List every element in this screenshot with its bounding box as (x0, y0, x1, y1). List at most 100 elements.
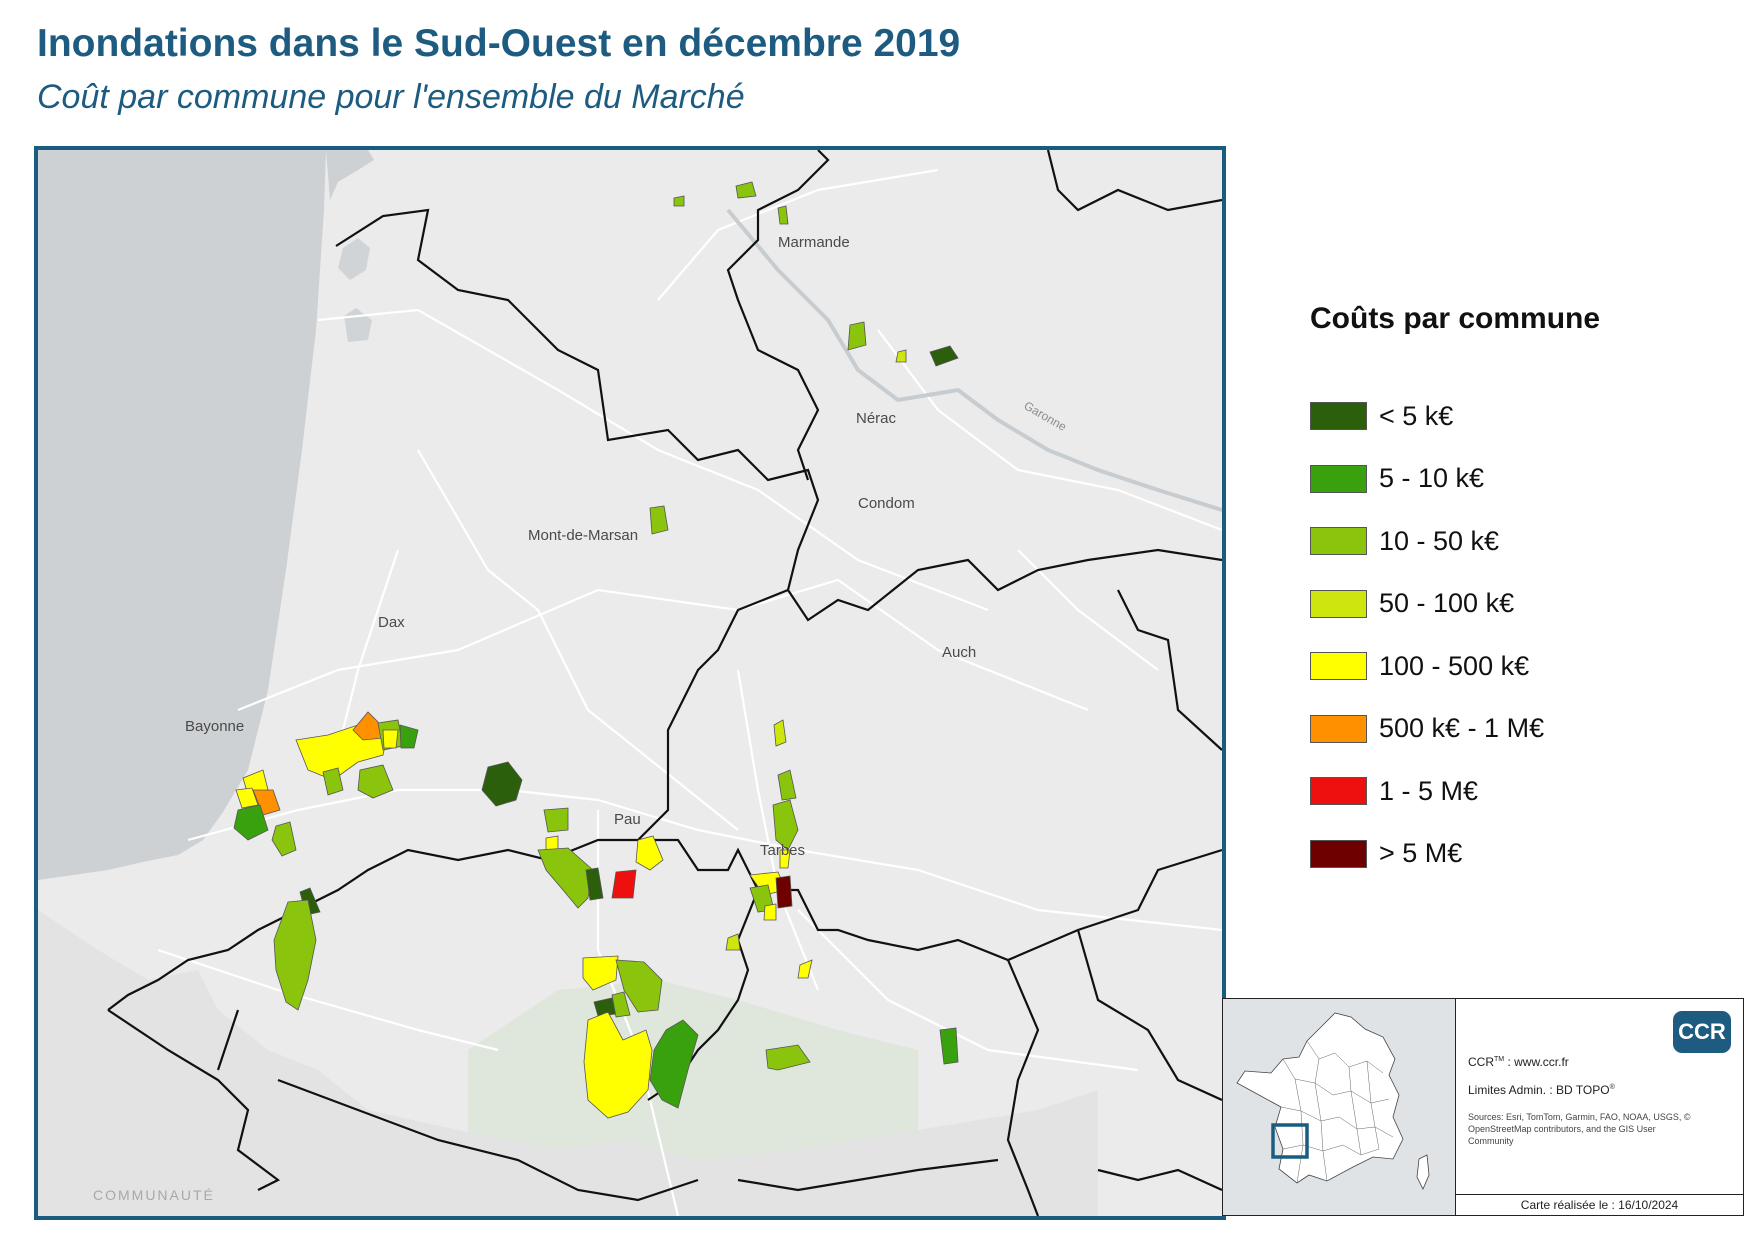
legend-label: 5 - 10 k€ (1379, 463, 1485, 494)
legend-label: 100 - 500 k€ (1379, 650, 1530, 681)
commune-poly (763, 903, 777, 921)
lake-1 (338, 238, 370, 280)
map-subtitle: Coût par commune pour l'ensemble du Marc… (37, 78, 745, 116)
france-departments (1280, 1040, 1394, 1184)
commune-poly (322, 767, 344, 796)
legend-swatch (1310, 652, 1367, 681)
legend-swatch (1310, 464, 1367, 493)
commune-poly (777, 205, 789, 225)
commune-poly (611, 991, 631, 1018)
city-label-auch: Auch (942, 644, 976, 661)
map-date: Carte réalisée le : 16/10/2024 (1456, 1194, 1743, 1215)
lake-2 (344, 308, 372, 342)
commune-poly (399, 724, 419, 749)
commune-poly (357, 764, 394, 799)
legend-swatch (1310, 839, 1367, 868)
legend-swatch (1310, 402, 1367, 431)
city-label-tarbes: Tarbes (760, 842, 805, 859)
legend-item: 10 - 50 k€ (1310, 510, 1544, 573)
legend-item: 50 - 100 k€ (1310, 573, 1544, 636)
france-locator-svg (1236, 1012, 1430, 1190)
france-locator-map (1223, 999, 1456, 1215)
garonne-river (726, 208, 1222, 512)
commune-poly (233, 804, 269, 841)
city-label-condom: Condom (858, 495, 915, 512)
commune-poly (273, 899, 317, 1011)
commune-poly (537, 847, 594, 909)
legend-item: 5 - 10 k€ (1310, 448, 1544, 511)
roads (157, 168, 1222, 1216)
limites-credit: Limites Admin. : BD TOPO® (1468, 1083, 1615, 1097)
commune-poly (777, 769, 797, 801)
legend-swatch (1310, 714, 1367, 743)
commune-poly (772, 799, 799, 851)
ccr-logo: CCR (1673, 1011, 1731, 1053)
legend-item: 500 k€ - 1 M€ (1310, 698, 1544, 761)
commune-poly (543, 807, 569, 833)
legend-item: > 5 M€ (1310, 823, 1544, 886)
city-label-bayonne: Bayonne (185, 718, 244, 735)
commune-poly (895, 349, 907, 363)
commune-poly (797, 959, 813, 979)
commune-poly (779, 849, 791, 869)
corsica-shape (1416, 1154, 1430, 1190)
ocean-estuary (326, 150, 374, 200)
commune-poly (481, 761, 523, 807)
legend-label: 50 - 100 k€ (1379, 588, 1515, 619)
legend-label: > 5 M€ (1379, 838, 1463, 869)
commune-poly (929, 345, 959, 367)
legend-item: 1 - 5 M€ (1310, 760, 1544, 823)
city-label-pau: Pau (614, 811, 641, 828)
legend-label: 1 - 5 M€ (1379, 775, 1479, 806)
map-title: Inondations dans le Sud-Ouest en décembr… (37, 22, 961, 65)
commune-poly (615, 959, 663, 1013)
map-watermark: COMMUNAUTÉ (93, 1187, 215, 1203)
map-canvas: Marmande Nérac Condom Mont-de-Marsan Dax… (38, 150, 1222, 1216)
communes (233, 181, 959, 1119)
commune-poly (582, 955, 619, 991)
commune-poly (649, 1019, 699, 1109)
commune-poly (635, 835, 664, 871)
commune-poly (725, 933, 741, 951)
commune-poly (271, 821, 297, 857)
legend-item: < 5 k€ (1310, 385, 1544, 448)
legend-swatch (1310, 777, 1367, 806)
locator-extent-box (1271, 1123, 1309, 1159)
commune-poly (939, 1027, 959, 1065)
main-map[interactable]: Marmande Nérac Condom Mont-de-Marsan Dax… (34, 146, 1226, 1220)
city-label-dax: Dax (378, 614, 405, 631)
legend-label: 10 - 50 k€ (1379, 525, 1500, 556)
legend-title: Coûts par commune (1310, 302, 1601, 335)
legend-label: 500 k€ - 1 M€ (1379, 713, 1545, 744)
legend-swatch (1310, 589, 1367, 618)
commune-poly (235, 787, 259, 809)
river-label: Garonne (1022, 398, 1070, 434)
commune-poly (382, 729, 399, 749)
commune-poly (649, 505, 669, 535)
spain-shade (38, 910, 1098, 1216)
legend-label: < 5 k€ (1379, 400, 1454, 431)
commune-poly (765, 1044, 811, 1071)
commune-poly (773, 719, 787, 747)
ccr-credit: CCRTM : www.ccr.fr (1468, 1055, 1569, 1069)
commune-poly (673, 195, 685, 207)
commune-poly (585, 867, 604, 901)
admin-borders (107, 150, 1222, 1216)
commune-poly (611, 869, 637, 899)
commune-poly (847, 321, 867, 351)
city-label-marmande: Marmande (778, 234, 850, 251)
city-label-mont-de-marsan: Mont-de-Marsan (528, 527, 638, 544)
commune-poly (545, 835, 559, 851)
legend-item: 100 - 500 k€ (1310, 635, 1544, 698)
france-shape (1236, 1012, 1404, 1184)
legend: < 5 k€ 5 - 10 k€ 10 - 50 k€ 50 - 100 k€ … (1310, 385, 1544, 885)
sources-credit: Sources: Esri, TomTom, Garmin, FAO, NOAA… (1468, 1112, 1691, 1146)
ocean (38, 150, 326, 880)
credits-panel: CCR CCRTM : www.ccr.fr Limites Admin. : … (1456, 999, 1743, 1215)
inset-panel: CCR CCRTM : www.ccr.fr Limites Admin. : … (1222, 998, 1744, 1216)
commune-poly (735, 181, 757, 199)
commune-poly (775, 875, 793, 909)
commune-poly (583, 1011, 653, 1119)
city-label-nerac: Nérac (856, 410, 897, 427)
legend-swatch (1310, 527, 1367, 556)
